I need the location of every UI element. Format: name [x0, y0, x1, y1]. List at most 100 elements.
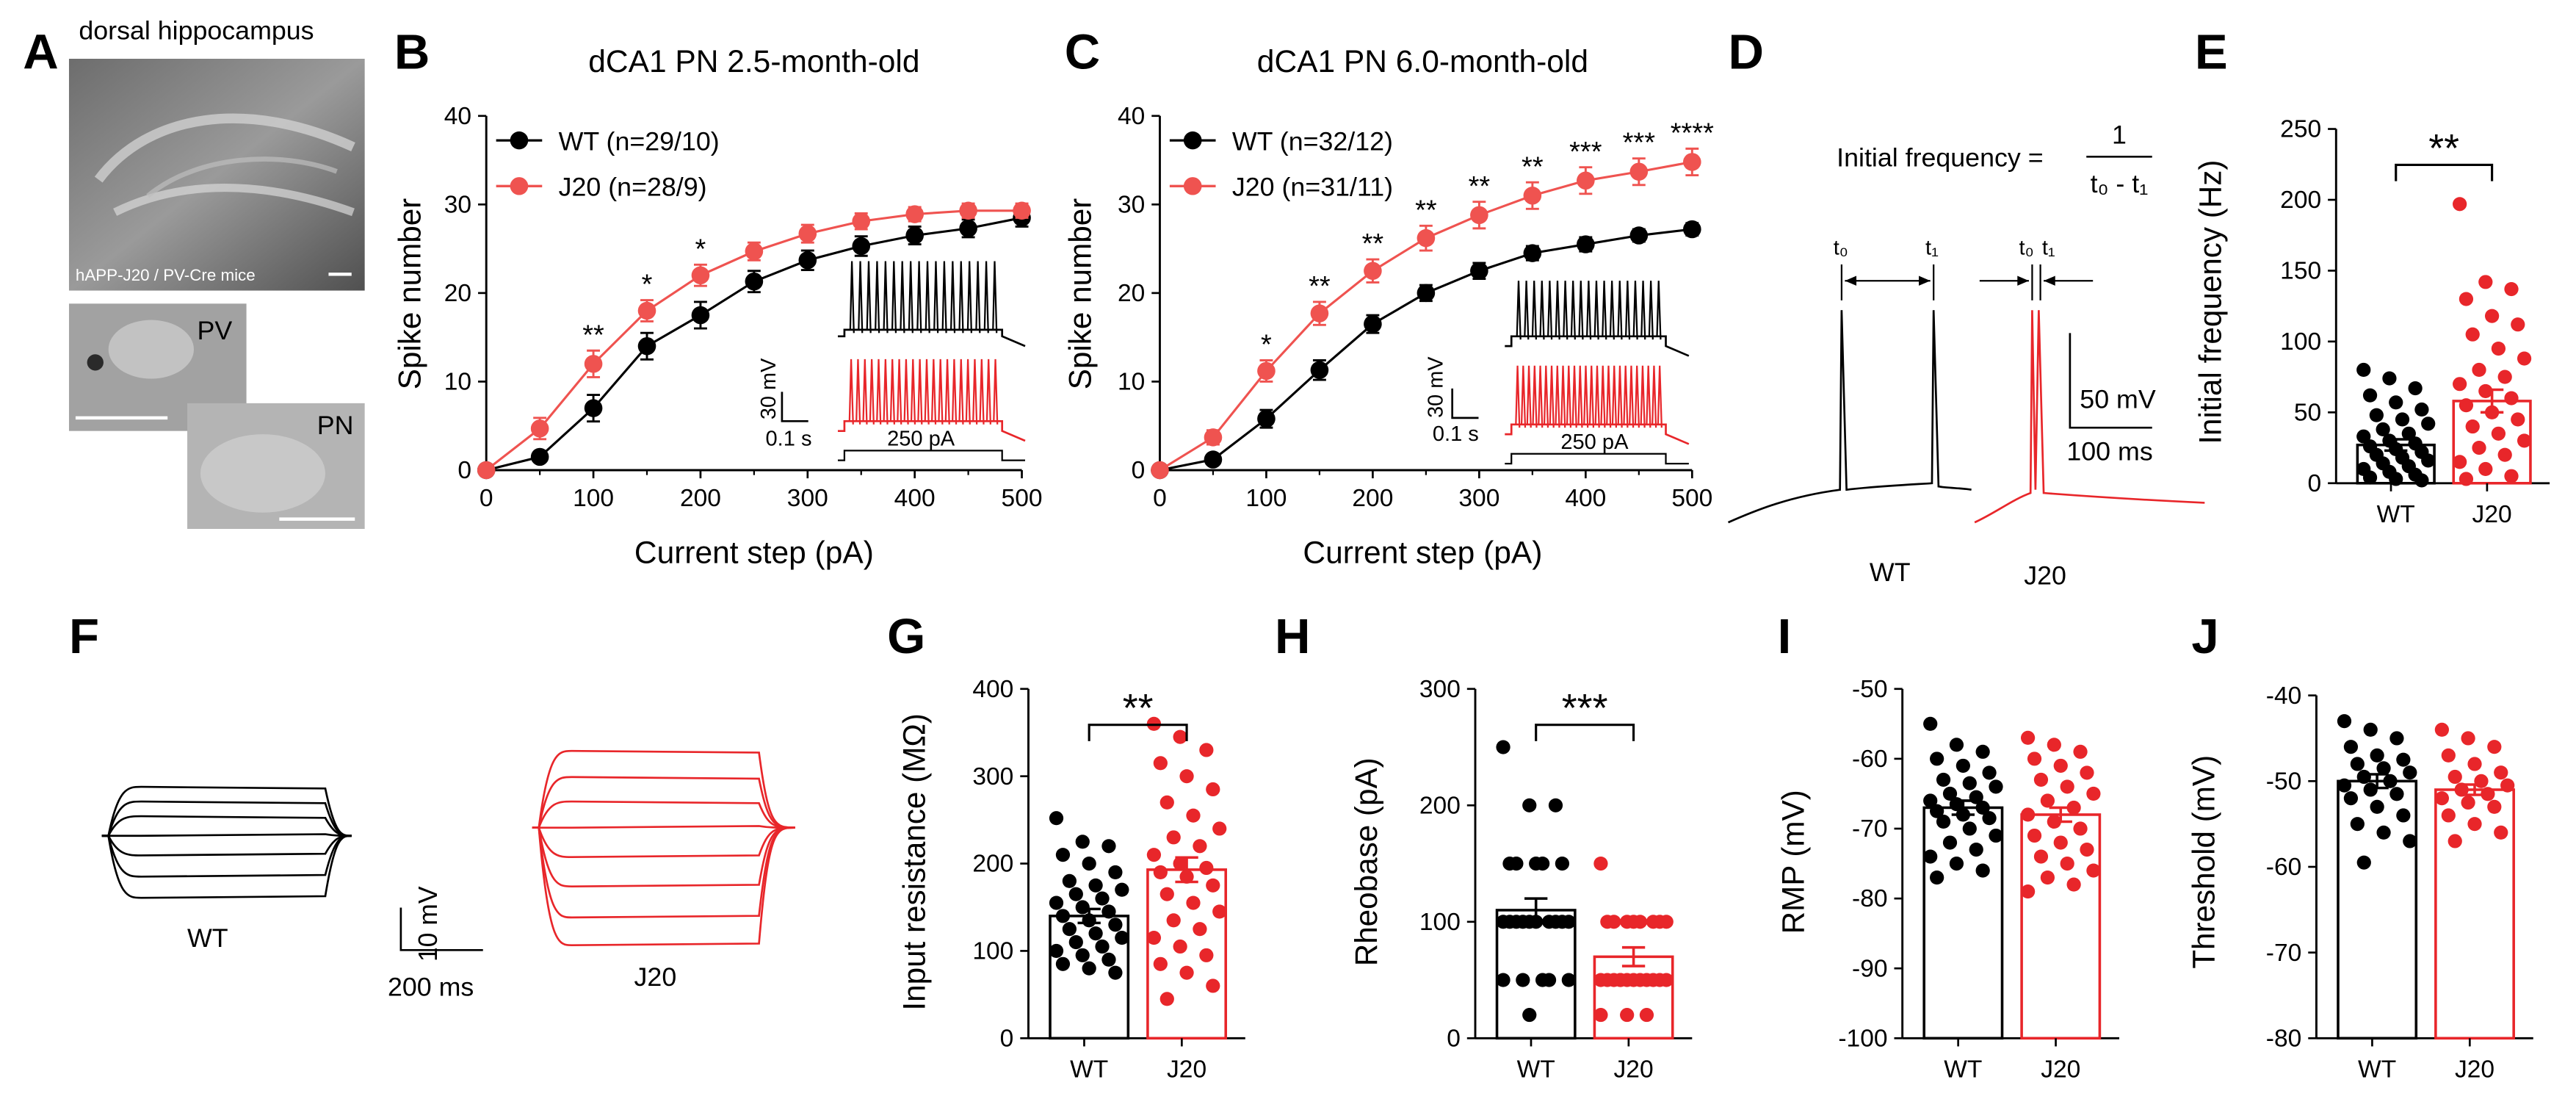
data-point-wt	[2382, 371, 2397, 386]
data-point-wt	[1975, 800, 1990, 815]
data-point-j20	[2511, 317, 2525, 332]
data-point-wt	[2363, 782, 2378, 797]
significance-marker: **	[1362, 228, 1384, 259]
data-point-j20	[2047, 738, 2061, 752]
data-point-j20	[1683, 153, 1701, 171]
data-point-j20	[1212, 821, 1227, 836]
data-point-j20	[2020, 884, 2036, 899]
panel-d: Initial frequency = 1 t₀ - t₁ t₀ t₁ WT t…	[1727, 120, 2205, 591]
data-point-j20	[1613, 973, 1628, 987]
x-tick-label: 400	[1565, 485, 1606, 512]
data-point-j20	[2474, 774, 2489, 788]
data-point-j20	[2504, 391, 2519, 406]
data-point-wt	[1936, 772, 1951, 787]
data-point-wt	[1055, 909, 1071, 923]
data-point-j20	[2497, 370, 2512, 384]
y-tick-label: -80	[2266, 1026, 2301, 1053]
data-point-wt	[1062, 922, 1077, 937]
data-point-wt	[2350, 757, 2365, 771]
data-point-j20	[2027, 752, 2042, 766]
data-point-wt	[2337, 778, 2352, 793]
wt-trace	[1727, 310, 1972, 524]
data-point-j20	[1659, 915, 1674, 929]
y-tick-label: 250	[2280, 116, 2321, 143]
data-point-j20	[1173, 729, 1187, 744]
x-tick-label: 0	[480, 485, 493, 512]
panel-letter-j: J	[2191, 609, 2218, 664]
data-point-j20	[2459, 472, 2474, 486]
data-point-wt	[1942, 786, 1958, 801]
x-tick-label: WT	[1070, 1056, 1108, 1084]
photo-caption: hAPP-J20 / PV-Cre mice	[76, 266, 256, 284]
y-tick-label: 200	[1419, 792, 1461, 819]
data-point-j20	[2461, 731, 2475, 746]
data-point-j20	[2086, 863, 2101, 878]
data-point-j20	[2453, 455, 2467, 469]
data-point-wt	[1115, 882, 1129, 897]
y-tick-label: -90	[1852, 955, 1887, 982]
significance-marker: **	[2428, 127, 2459, 170]
panel-b-ylabel: Spike number	[393, 198, 427, 389]
data-point-j20	[2491, 341, 2506, 356]
data-point-j20	[1193, 839, 1207, 854]
data-point-wt	[1548, 798, 1563, 812]
data-point-j20	[1206, 979, 1220, 993]
data-point-j20	[2517, 433, 2532, 448]
data-point-j20	[2020, 730, 2036, 745]
data-point-j20	[2053, 758, 2068, 773]
data-point-j20	[959, 201, 977, 220]
data-point-wt	[1075, 948, 1090, 962]
data-point-wt	[1975, 744, 1990, 759]
y-tick-label: 0	[1000, 1026, 1014, 1053]
data-point-j20	[2040, 793, 2055, 808]
step-trace	[532, 826, 795, 858]
legend-marker-j20	[510, 177, 529, 195]
data-point-j20	[1199, 948, 1214, 962]
step-trace	[532, 826, 795, 919]
data-point-wt	[1088, 926, 1103, 941]
x-tick-label: 300	[787, 485, 828, 512]
data-point-j20	[2472, 440, 2486, 455]
data-point-wt	[2356, 429, 2371, 444]
data-point-wt	[2370, 748, 2384, 763]
data-point-j20	[1153, 756, 1168, 771]
data-point-wt	[1982, 765, 1997, 780]
data-point-j20	[1159, 795, 1174, 810]
data-point-wt	[1930, 752, 1944, 766]
data-point-wt	[2389, 395, 2403, 410]
data-point-j20	[2066, 800, 2081, 815]
significance-marker: **	[1522, 151, 1544, 182]
data-point-wt	[2389, 472, 2403, 486]
data-point-wt	[1522, 798, 1537, 812]
data-point-j20	[2487, 740, 2502, 754]
y-tick-label: -50	[2266, 768, 2301, 796]
panel-b-step-label: 250 pA	[887, 428, 955, 451]
data-point-j20	[2441, 808, 2456, 823]
y-tick-label: 100	[2280, 328, 2321, 356]
panel-b-xlabel: Current step (pA)	[634, 536, 874, 570]
x-tick-label: J20	[2041, 1056, 2080, 1084]
significance-marker: **	[1415, 195, 1437, 226]
data-point-j20	[584, 355, 603, 373]
step-trace	[532, 826, 795, 946]
significance-marker: **	[582, 320, 604, 350]
data-point-j20	[2491, 426, 2506, 441]
data-point-wt	[2356, 362, 2371, 378]
x-tick-label: 100	[1245, 485, 1287, 512]
data-point-j20	[1186, 808, 1201, 823]
panel-c-step-label: 250 pA	[1560, 430, 1629, 454]
significance-marker: **	[1469, 171, 1491, 202]
panel-b-title: dCA1 PN 2.5-month-old	[588, 44, 919, 79]
data-point-j20	[2441, 748, 2456, 763]
panel-g-chart: Input resistance (MΩ) 0 100 200 300 400 WT J20…	[897, 676, 1245, 1084]
y-tick-label: -80	[1852, 885, 1887, 912]
data-point-j20	[2060, 856, 2074, 871]
data-point-j20	[2020, 807, 2036, 822]
data-point-j20	[2481, 787, 2495, 801]
x-tick-label: J20	[1167, 1056, 1206, 1084]
data-point-wt	[1930, 871, 1944, 885]
data-point-wt	[2370, 799, 2384, 814]
data-point-wt	[745, 272, 764, 291]
formula-numerator: 1	[2112, 120, 2127, 150]
data-point-j20	[691, 266, 710, 284]
